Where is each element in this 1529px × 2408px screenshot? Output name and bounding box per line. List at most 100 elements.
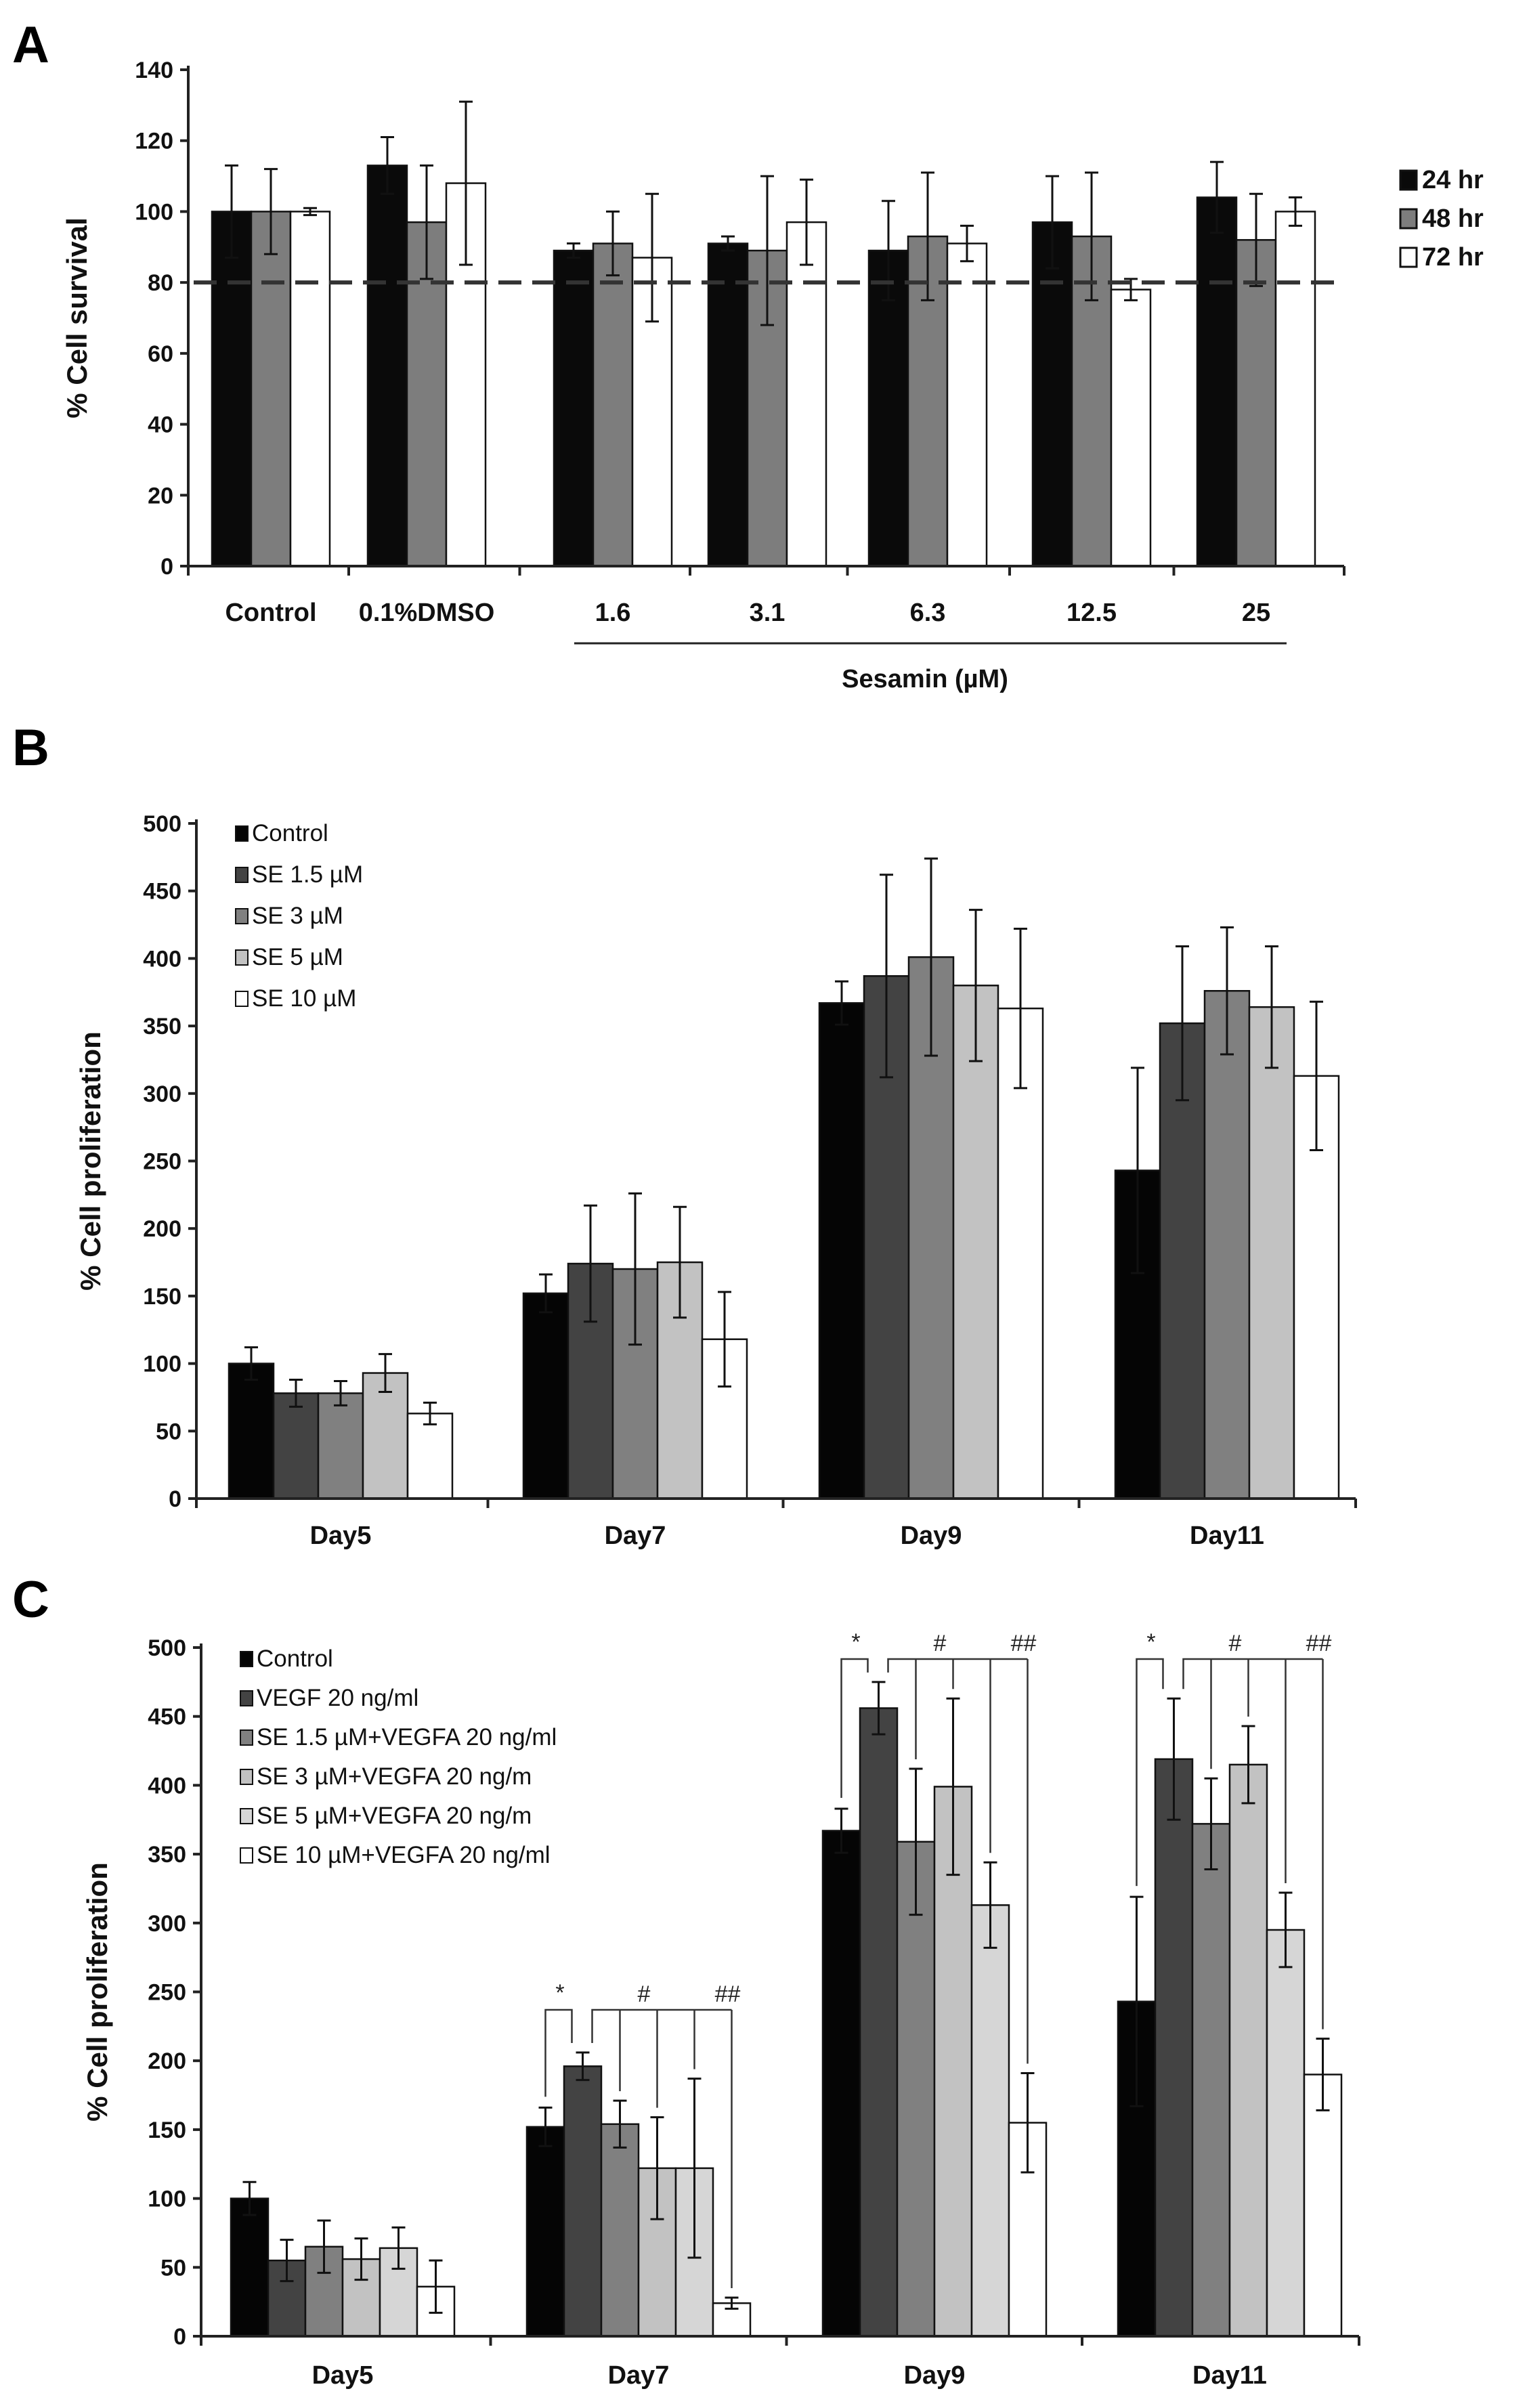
- legend-swatch: [1399, 246, 1418, 268]
- legend-swatch: [1399, 208, 1418, 230]
- y-tick-label: 300: [143, 1081, 181, 1107]
- bar-24-hr-12-5: [1031, 221, 1073, 567]
- significance-double-hash: ##: [715, 1981, 741, 2007]
- bar-48-hr-25: [1235, 239, 1277, 567]
- x-category-label: 3.1: [750, 599, 785, 627]
- sesamin-group-label: Sesamin (µM): [842, 665, 1008, 693]
- bar-24-hr-3-1: [707, 242, 749, 567]
- y-axis-label: % Cell survival: [61, 217, 93, 418]
- y-tick-label: 400: [143, 946, 181, 972]
- legend-label: SE 10 µM: [252, 985, 356, 1012]
- x-category-label: 1.6: [595, 599, 631, 627]
- bar-se-1-5-m-vegfa-20-ng-ml-day7: [600, 2123, 640, 2338]
- legend-label: SE 1.5 µM+VEGFA 20 ng/ml: [257, 1724, 557, 1750]
- y-tick-label: 80: [148, 270, 173, 296]
- legend-label: SE 5 µM: [252, 944, 343, 970]
- y-tick-label: 200: [148, 2048, 186, 2074]
- x-category-label: Day7: [608, 2361, 670, 2390]
- significance-star: *: [555, 1980, 564, 2006]
- x-category-label: 25: [1242, 599, 1270, 627]
- bar-48-hr-1-6: [592, 242, 634, 567]
- legend-label: SE 1.5 µM: [252, 861, 363, 888]
- bar-control-day5: [230, 2197, 270, 2338]
- y-tick-label: 400: [148, 1773, 186, 1799]
- significance-star: *: [1146, 1629, 1155, 1655]
- bar-24-hr-25: [1196, 196, 1238, 567]
- bar-se-5-m-vegfa-20-ng-m-day11: [1266, 1929, 1306, 2338]
- y-tick-label: 300: [148, 1911, 186, 1937]
- bracket-star: [544, 2008, 573, 2097]
- bracket-hash: [887, 1658, 1028, 1673]
- y-tick-label: 350: [148, 1842, 186, 1868]
- legend-swatch: [235, 908, 249, 924]
- bar-control-day9: [818, 1002, 865, 1500]
- legend-label: VEGF 20 ng/ml: [257, 1685, 418, 1711]
- y-tick-label: 0: [169, 1486, 181, 1512]
- legend-label: Control: [257, 1646, 333, 1672]
- significance-star: *: [851, 1629, 860, 1655]
- x-category-label: Day9: [901, 1522, 962, 1550]
- y-tick-label: 250: [143, 1149, 181, 1175]
- y-tick-label: 500: [143, 811, 181, 837]
- y-tick-label: 500: [148, 1635, 186, 1661]
- panel-letter-c: C: [12, 1571, 49, 1629]
- x-category-label: 0.1%DMSO: [359, 599, 495, 627]
- y-tick-label: 250: [148, 1980, 186, 2006]
- legend-swatch: [1399, 169, 1418, 191]
- bracket-star: [1136, 1658, 1164, 1887]
- bar-se-3-m-vegfa-20-ng-m-day11: [1228, 1763, 1268, 2338]
- bar-vegf-20-ng-ml-day7: [563, 2065, 603, 2338]
- bar-control-day7: [522, 1292, 569, 1500]
- y-tick-label: 100: [143, 1352, 181, 1377]
- bar-48-hr-control: [250, 211, 292, 567]
- bar-24-hr-control: [211, 211, 253, 567]
- x-category-label: Day5: [310, 1522, 372, 1550]
- bar-se-1-5-m-day5: [272, 1392, 320, 1500]
- x-category-label: Day7: [605, 1522, 666, 1550]
- legend-swatch: [235, 991, 249, 1007]
- chart-b: 0 50 100 150 200 250 300 350 400 450 500 Day5 Day7 Da…: [74, 811, 1357, 1550]
- bar-se-10-m-vegfa-20-ng-ml-day11: [1303, 2073, 1343, 2338]
- bar-se-5-m-day11: [1248, 1006, 1295, 1500]
- bar-vegf-20-ng-ml-day9: [859, 1707, 899, 2338]
- legend-label: 72 hr: [1422, 243, 1484, 272]
- legend-swatch: [240, 1690, 253, 1706]
- significance-hash: #: [638, 1981, 651, 2007]
- y-tick-label: 150: [143, 1284, 181, 1310]
- chart-c: 0 50 100 150 200 250 300 350 400 450 500 Day5 Day7 Da…: [81, 1629, 1360, 2390]
- significance-double-hash: ##: [1306, 1631, 1332, 1656]
- y-tick-label: 150: [148, 2117, 186, 2143]
- significance-hash: #: [1229, 1631, 1242, 1656]
- bar-72-hr-control: [289, 211, 331, 567]
- bar-se-1-5-m-vegfa-20-ng-ml-day9: [896, 1841, 936, 2338]
- x-category-label: 12.5: [1067, 599, 1117, 627]
- bar-72-hr-25: [1274, 211, 1316, 567]
- bar-72-hr-3-1: [785, 221, 827, 567]
- y-tick-label: 450: [148, 1704, 186, 1730]
- legend-swatch: [240, 1847, 253, 1864]
- chart-a: 0 20 40 60 80 100 120 140 Control 0.1%DMSO 1.6 3.1 6…: [61, 58, 1484, 693]
- bar-control-day5: [228, 1362, 275, 1500]
- legend-swatch: [240, 1808, 253, 1824]
- legend-label: SE 3 µM: [252, 903, 343, 929]
- x-category-label: Control: [225, 599, 316, 627]
- bar-se-5-m-vegfa-20-ng-m-day9: [970, 1904, 1010, 2338]
- panel-letter-b: B: [12, 719, 49, 777]
- bar-se-3-m-day11: [1203, 990, 1251, 1500]
- bracket-star: [840, 1658, 869, 1798]
- bar-se-10-m-day5: [406, 1413, 454, 1500]
- legend-label: Control: [252, 820, 328, 846]
- legend-label: SE 3 µM+VEGFA 20 ng/m: [257, 1763, 532, 1790]
- y-tick-label: 0: [160, 554, 173, 580]
- y-axis-label: % Cell proliferation: [74, 1031, 106, 1291]
- panel-letter-a: A: [12, 16, 49, 74]
- y-tick-label: 120: [135, 129, 173, 154]
- bar-72-hr-6-3: [946, 242, 988, 567]
- legend-swatch: [240, 1769, 253, 1785]
- y-tick-label: 50: [160, 2255, 186, 2281]
- legend-label: SE 5 µM+VEGFA 20 ng/m: [257, 1803, 532, 1829]
- y-tick-label: 0: [173, 2324, 186, 2350]
- bar-control-day9: [821, 1830, 861, 2338]
- y-tick-label: 450: [143, 879, 181, 905]
